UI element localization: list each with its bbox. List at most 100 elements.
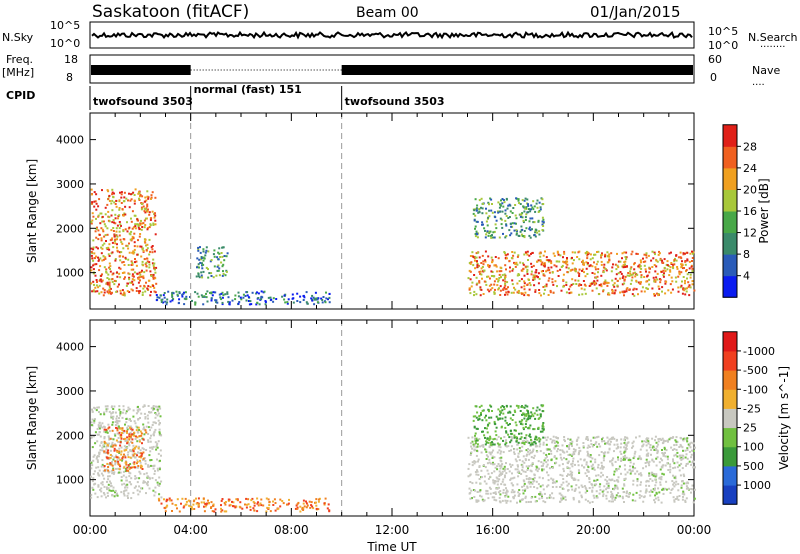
- echo-cell: [674, 257, 676, 260]
- echo-cell: [322, 296, 325, 298]
- echo-cell: [151, 406, 154, 409]
- echo-cell: [562, 256, 564, 259]
- echo-cell: [504, 264, 507, 267]
- echo-cell: [301, 507, 304, 510]
- echo-cell: [557, 448, 559, 450]
- echo-cell: [305, 506, 308, 509]
- echo-cell: [143, 271, 146, 274]
- echo-cell: [101, 220, 104, 223]
- echo-cell: [523, 210, 526, 213]
- echo-cell: [679, 474, 682, 477]
- echo-cell: [569, 470, 572, 473]
- echo-cell: [624, 454, 626, 457]
- echo-cell: [549, 494, 551, 497]
- echo-cell: [655, 464, 658, 467]
- echo-cell: [470, 489, 473, 492]
- echo-cell: [117, 437, 120, 439]
- echo-cell: [206, 300, 209, 303]
- echo-cell: [504, 499, 507, 502]
- echo-cell: [473, 274, 476, 276]
- echo-cell: [572, 457, 575, 460]
- echo-cell: [539, 493, 542, 495]
- echo-cell: [519, 410, 522, 412]
- echo-cell: [673, 499, 676, 502]
- echo-cell: [652, 276, 655, 279]
- echo-cell: [479, 273, 482, 275]
- echo-cell: [491, 234, 493, 237]
- echo-cell: [203, 501, 206, 504]
- echo-cell: [124, 228, 127, 231]
- echo-cell: [108, 216, 111, 219]
- echo-cell: [119, 292, 122, 295]
- echo-cell: [693, 466, 696, 469]
- echo-cell: [296, 506, 299, 509]
- echo-cell: [574, 478, 577, 481]
- echo-cell: [523, 253, 526, 256]
- echo-cell: [655, 492, 658, 495]
- echo-cell: [108, 266, 111, 269]
- echo-cell: [100, 280, 103, 283]
- echo-cell: [619, 271, 622, 273]
- echo-cell: [633, 287, 636, 290]
- echo-cell: [493, 275, 496, 278]
- echo-cell: [525, 465, 528, 468]
- echo-cell: [156, 405, 159, 408]
- echo-cell: [470, 285, 473, 288]
- echo-cell: [652, 460, 655, 463]
- echo-cell: [629, 465, 632, 468]
- echo-cell: [680, 462, 683, 465]
- echo-cell: [532, 264, 535, 267]
- echo-cell: [587, 253, 589, 255]
- echo-cell: [528, 433, 531, 436]
- echo-cell: [133, 452, 136, 455]
- echo-cell: [97, 286, 100, 289]
- echo-cell: [112, 469, 115, 471]
- echo-cell: [582, 445, 585, 448]
- echo-cell: [116, 429, 119, 432]
- echo-cell: [234, 298, 237, 301]
- echo-cell: [104, 442, 107, 445]
- echo-cell: [92, 268, 95, 271]
- echo-cell: [209, 291, 211, 294]
- echo-cell: [609, 440, 612, 443]
- echo-cell: [534, 289, 537, 292]
- echo-cell: [528, 282, 531, 284]
- echo-cell: [129, 432, 132, 434]
- echo-cell: [522, 470, 525, 473]
- echo-cell: [645, 488, 648, 491]
- echo-cell: [475, 427, 478, 430]
- echo-cell: [661, 449, 663, 451]
- echo-cell: [565, 266, 568, 269]
- echo-cell: [561, 474, 564, 477]
- echo-cell: [587, 500, 590, 503]
- echo-cell: [107, 423, 110, 426]
- echo-cell: [139, 449, 142, 452]
- echo-cell: [469, 454, 472, 456]
- echo-cell: [141, 452, 144, 455]
- echo-cell: [478, 270, 481, 273]
- echo-cell: [247, 498, 250, 501]
- echo-cell: [481, 254, 484, 257]
- echo-cell: [615, 447, 618, 450]
- echo-cell: [253, 504, 256, 507]
- echo-cell: [216, 269, 219, 272]
- echo-cell: [498, 277, 501, 279]
- echo-cell: [580, 496, 583, 499]
- echo-cell: [611, 290, 614, 292]
- echo-cell: [566, 450, 569, 453]
- echo-cell: [91, 219, 94, 222]
- echo-cell: [295, 504, 298, 507]
- echo-cell: [529, 229, 532, 232]
- echo-cell: [485, 207, 487, 210]
- echo-cell: [508, 450, 511, 452]
- echo-cell: [526, 405, 529, 408]
- echo-cell: [537, 467, 540, 470]
- echo-cell: [144, 459, 147, 462]
- echo-cell: [666, 264, 669, 267]
- echo-cell: [475, 209, 478, 212]
- echo-cell: [121, 457, 124, 460]
- colorbar-band: [723, 275, 737, 298]
- echo-cell: [133, 461, 136, 464]
- echo-cell: [520, 278, 523, 281]
- echo-cell: [124, 470, 127, 473]
